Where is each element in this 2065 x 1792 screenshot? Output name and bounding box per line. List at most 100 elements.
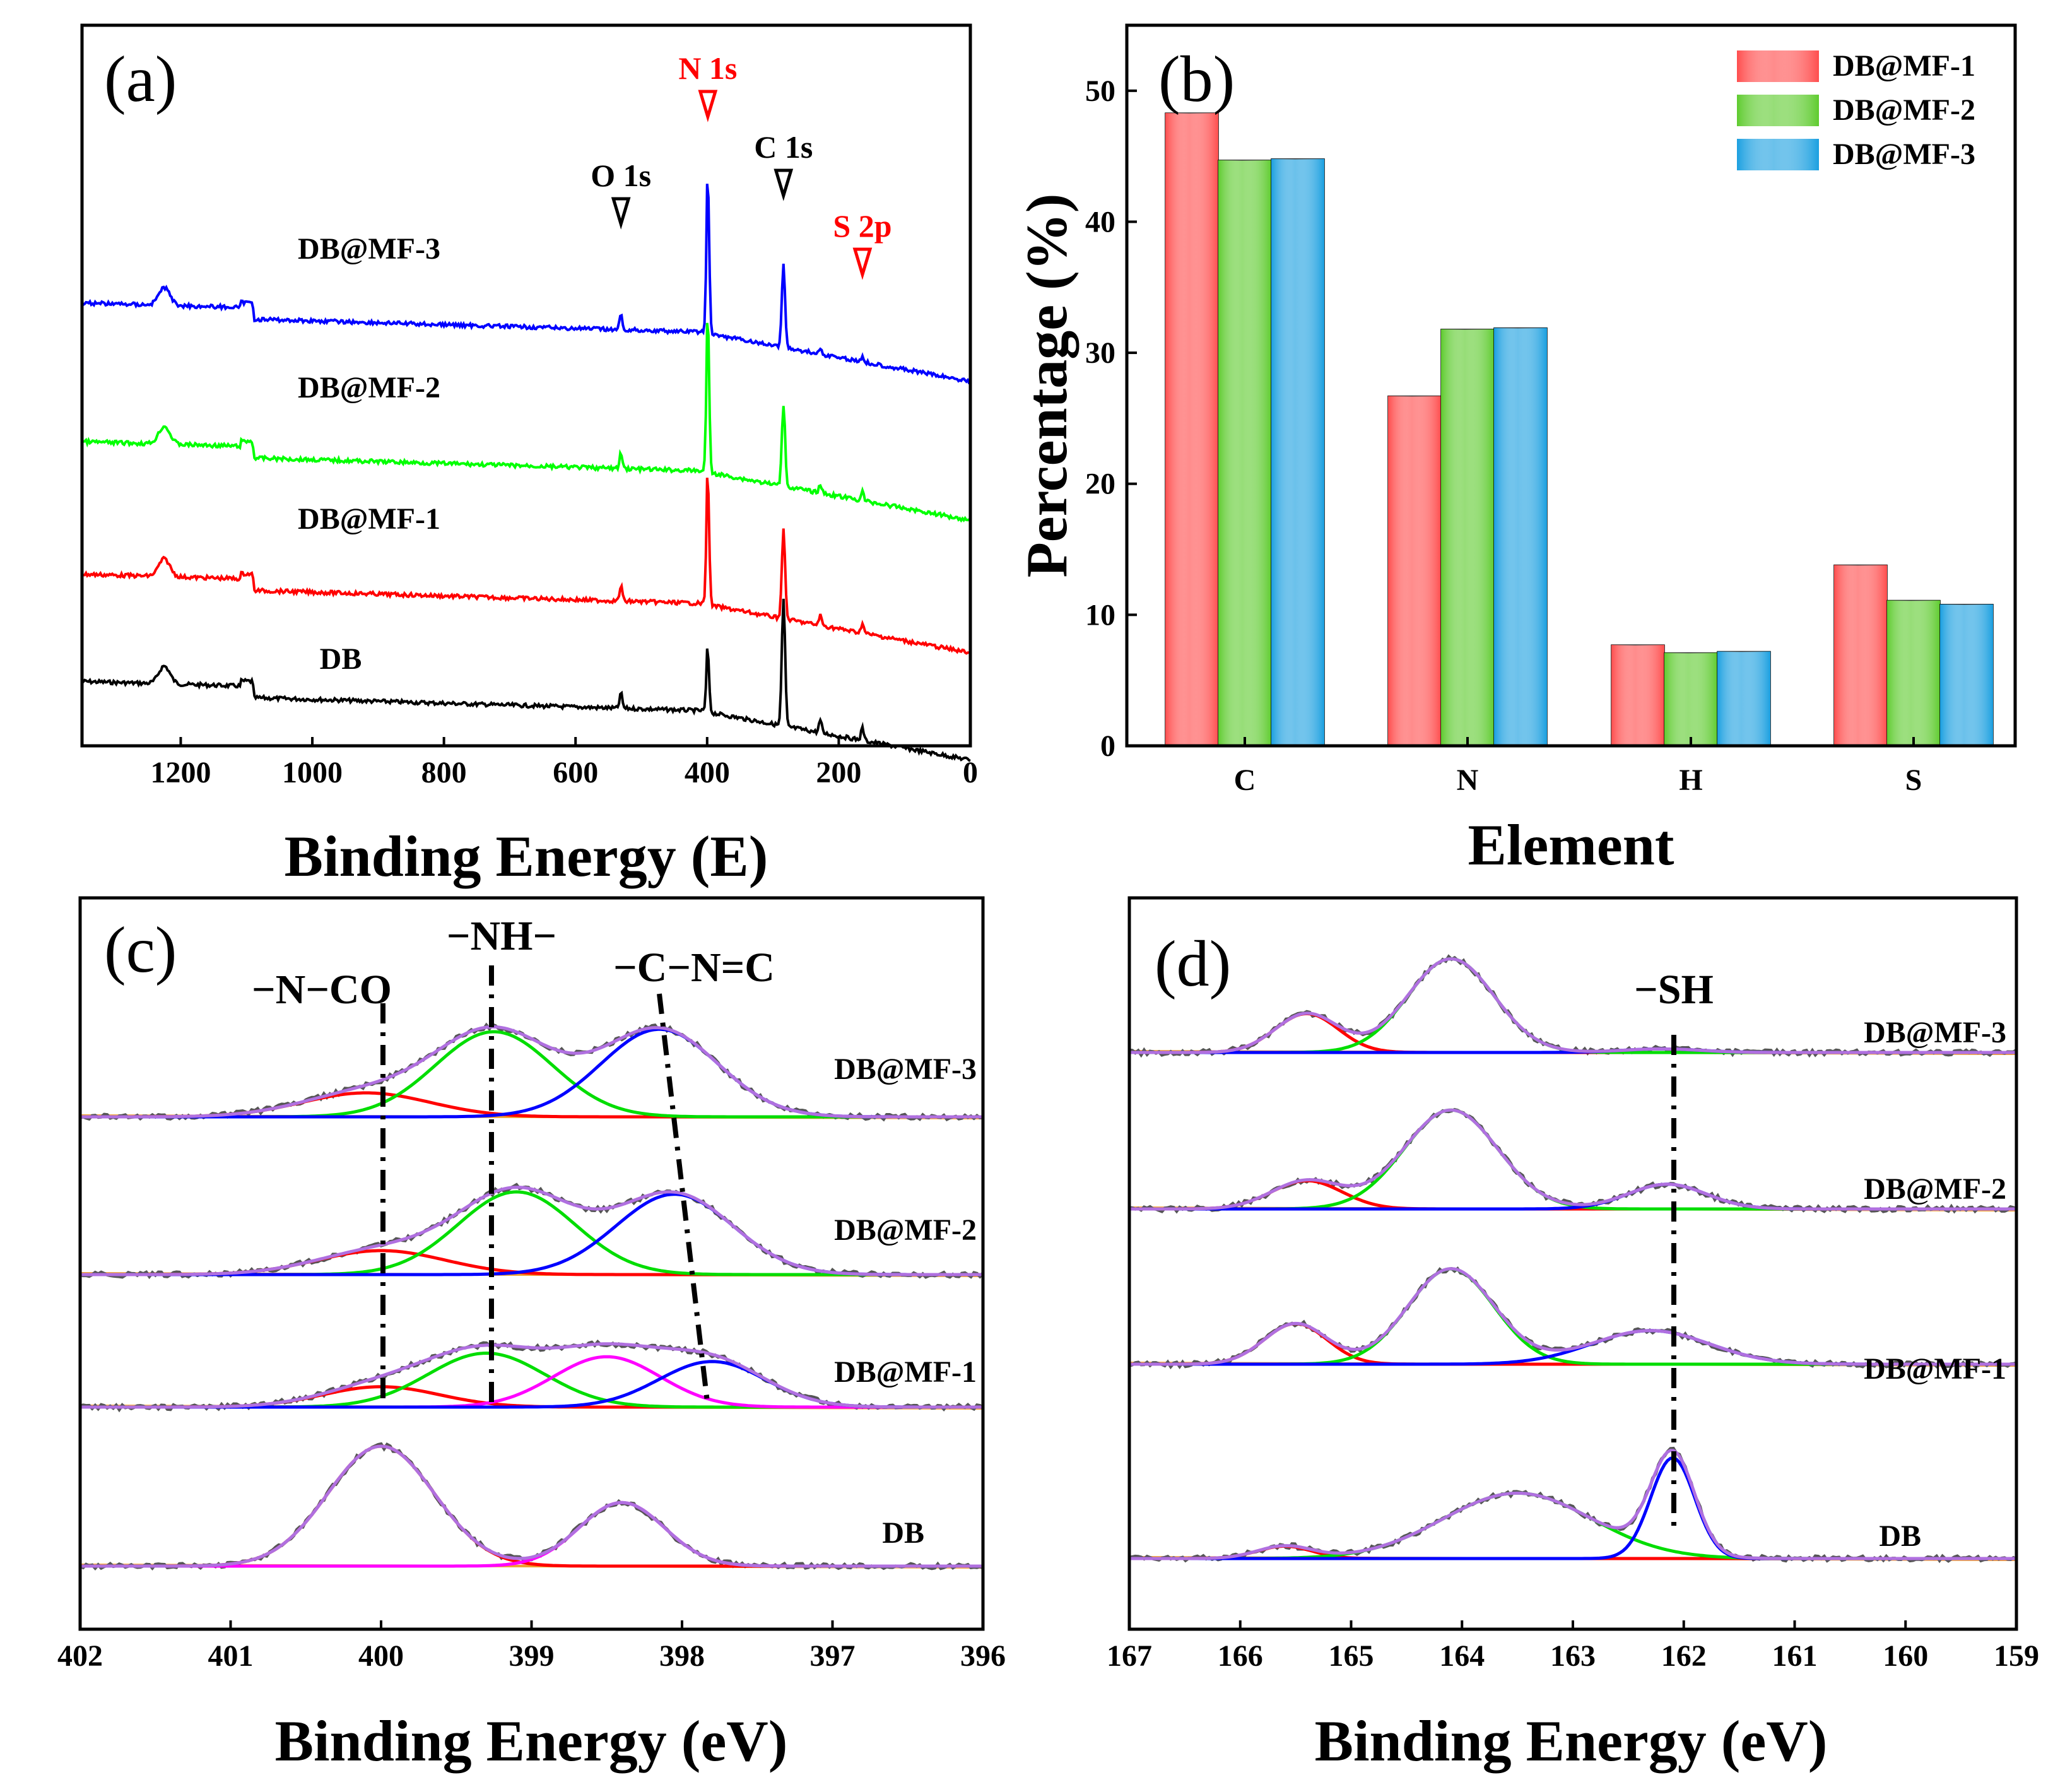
panel-d-xtick-label: 162 <box>1661 1639 1707 1673</box>
peak-arrow-c-1s <box>774 168 794 201</box>
panel-d-xtick-label: 161 <box>1772 1639 1818 1673</box>
bar-shade-db-mf-1-n <box>1388 396 1441 746</box>
category-label-n: N <box>1457 763 1479 797</box>
legend-label-db-mf-1: DB@MF-1 <box>1833 49 1975 83</box>
panel-a-xtick-label: 1200 <box>150 756 211 789</box>
panel-d-label: (d) <box>1155 928 1231 1000</box>
panel-a-frame <box>80 23 972 748</box>
panel-a-xtick-label: 1000 <box>282 756 343 789</box>
panel-b-ytick-label: 30 <box>1085 336 1115 370</box>
panel-c-xtick-label: 402 <box>57 1639 103 1673</box>
fit-envelope-db-mf-3 <box>1129 957 2016 1054</box>
panel-b-frame <box>1125 23 2017 748</box>
series-label-db-mf-3: DB@MF-3 <box>834 1052 977 1086</box>
peak-label-n-1s: N 1s <box>678 50 737 86</box>
panel-c-n1s-spectra: DB DB@MF-1 DB@MF-2 DB@MF-3 402 401 400 399 398 3… <box>57 896 1006 1773</box>
panel-b-ylabel: Percentage (%) <box>1015 194 1079 578</box>
panel-c-xtick-label: 401 <box>208 1639 254 1673</box>
fit-envelope-db-mf-3 <box>80 1025 983 1119</box>
series-label-db: DB <box>882 1516 924 1550</box>
panel-b-ytick-label: 0 <box>1100 729 1115 763</box>
peak-arrow-s-2p <box>852 247 873 280</box>
panel-d-xtick-label: 165 <box>1329 1639 1374 1673</box>
series-label-db-mf-1: DB@MF-1 <box>1864 1352 2006 1386</box>
bar-shade-db-mf-1-h <box>1611 645 1664 746</box>
guide-line-c-n-c <box>657 993 710 1408</box>
survey-trace-db <box>81 598 971 762</box>
panel-a-xtick-label: 400 <box>685 756 730 789</box>
panel-c-label: (c) <box>104 914 177 986</box>
series-label-db-mf-2: DB@MF-2 <box>834 1213 977 1247</box>
bar-shade-db-mf-2-c <box>1218 160 1271 746</box>
panel-c-guide-lines <box>380 965 710 1408</box>
category-label-c: C <box>1234 763 1256 797</box>
panel-d-s2p-spectra: DB DB@MF-1 DB@MF-2 DB@MF-3 167 166 165 164 163 1… <box>1107 896 2039 1773</box>
panel-b-ytick-label: 10 <box>1085 598 1115 632</box>
bar-shade-db-mf-3-n <box>1494 327 1547 746</box>
panel-c-xlabel: Binding Energy (eV) <box>275 1709 788 1773</box>
bar-shade-db-mf-2-h <box>1664 652 1717 746</box>
peak-label-o-1s: O 1s <box>591 158 651 193</box>
panel-c-xtick-label: 397 <box>810 1639 856 1673</box>
panel-c-xtick-label: 400 <box>358 1639 404 1673</box>
panel-d-xtick-label: 166 <box>1218 1639 1263 1673</box>
annotation-nh: −NH− <box>447 913 556 959</box>
peak-label-s-2p: S 2p <box>833 208 891 244</box>
legend-swatch-shade-db-mf-2 <box>1737 95 1819 126</box>
panel-c-xtick-label: 396 <box>960 1639 1006 1673</box>
series-label-db: DB <box>1879 1519 1921 1553</box>
category-label-s: S <box>1905 763 1922 797</box>
panel-d-xtick-label: 160 <box>1883 1639 1928 1673</box>
panel-a-label: (a) <box>104 43 177 115</box>
fit-envelope-db-mf-2 <box>1129 1108 2016 1211</box>
peak-arrow-n-1s <box>698 90 718 122</box>
bar-shade-db-mf-3-s <box>1940 604 1993 746</box>
panel-c-xtick-label: 398 <box>659 1639 705 1673</box>
bar-shade-db-mf-3-c <box>1271 158 1324 746</box>
peak-arrow-o-1s <box>611 197 631 230</box>
fit-envelope-db-mf-1 <box>1129 1267 2016 1366</box>
survey-label-db-mf-3: DB@MF-3 <box>298 232 440 266</box>
panel-b-ytick-label: 50 <box>1085 74 1115 108</box>
panel-a-xlabel: Binding Energy (E) <box>285 824 768 888</box>
legend-swatch-shade-db-mf-3 <box>1737 139 1819 170</box>
survey-trace-db-mf-3 <box>81 184 971 385</box>
panel-a-xtick-label: 600 <box>553 756 598 789</box>
panel-d-xtick-label: 164 <box>1439 1639 1485 1673</box>
bar-shade-db-mf-1-c <box>1165 113 1218 746</box>
series-label-db-mf-3: DB@MF-3 <box>1864 1016 2006 1049</box>
panel-d-xlabel: Binding Energy (eV) <box>1315 1709 1828 1773</box>
bar-shade-db-mf-2-s <box>1887 600 1940 746</box>
survey-label-db-mf-1: DB@MF-1 <box>298 502 440 536</box>
panel-a-xtick-label: 200 <box>816 756 861 789</box>
survey-label-db: DB <box>320 642 362 676</box>
annotation-c-n-c: −C−N=C <box>613 945 775 991</box>
survey-label-db-mf-2: DB@MF-2 <box>298 371 440 404</box>
panel-b-ytick-label: 20 <box>1085 468 1115 501</box>
panel-b-legend: DB@MF-1 DB@MF-2 DB@MF-3 <box>1737 49 1975 171</box>
legend-swatch-shade-db-mf-1 <box>1737 50 1819 82</box>
survey-trace-db-mf-2 <box>81 322 972 523</box>
panel-a-xtick-label: 800 <box>421 756 467 789</box>
panel-d-xtick-label: 163 <box>1550 1639 1596 1673</box>
annotation-sh: −SH <box>1634 967 1714 1013</box>
bar-shade-db-mf-3-h <box>1717 651 1770 746</box>
panel-a-survey-spectra: DB DB@MF-1 DB@MF-2 DB@MF-3 O 1s N 1s C 1s S 2p… <box>80 23 978 888</box>
panel-d-xtick-label: 167 <box>1107 1639 1152 1673</box>
fit-envelope-db <box>1129 1449 2016 1560</box>
survey-trace-db-mf-1 <box>81 478 972 655</box>
panel-d-xtick-label: 159 <box>1994 1639 2039 1673</box>
series-label-db-mf-2: DB@MF-2 <box>1864 1172 2006 1206</box>
fit-envelope-db-mf-2 <box>80 1186 983 1276</box>
bar-shade-db-mf-2-n <box>1441 329 1494 746</box>
legend-label-db-mf-2: DB@MF-2 <box>1833 93 1975 127</box>
category-label-h: H <box>1679 763 1702 797</box>
legend-label-db-mf-3: DB@MF-3 <box>1833 138 1975 171</box>
panel-b-label: (b) <box>1158 43 1235 115</box>
peak-label-c-1s: C 1s <box>754 129 813 165</box>
panel-c-xtick-label: 399 <box>509 1639 555 1673</box>
panel-b-element-bars: C N H S 0 10 20 30 40 50 DB@MF-1 DB@MF-2 DB@MF-3 (… <box>1015 23 2017 877</box>
panel-a-xtick-label: 0 <box>963 756 978 789</box>
panel-b-xlabel: Element <box>1468 813 1674 877</box>
